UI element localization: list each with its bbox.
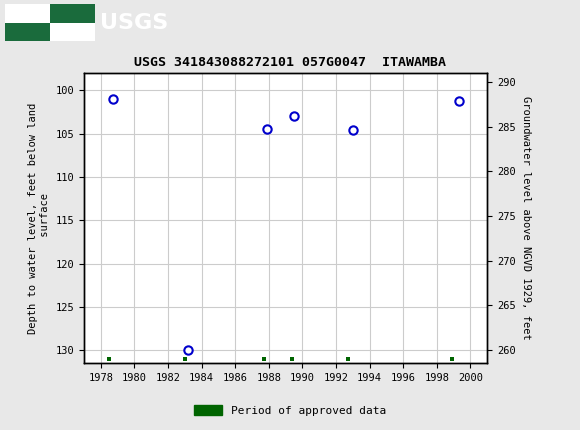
Y-axis label: Groundwater level above NGVD 1929, feet: Groundwater level above NGVD 1929, feet: [521, 96, 531, 340]
Bar: [49, 4, 95, 22]
Y-axis label: Depth to water level, feet below land
 surface: Depth to water level, feet below land su…: [28, 103, 50, 334]
Legend: Period of approved data: Period of approved data: [190, 401, 390, 420]
Bar: [5, 22, 49, 41]
Bar: [5, 4, 95, 41]
Text: USGS: USGS: [100, 12, 169, 33]
Text: USGS 341843088272101 057G0047  ITAWAMBA: USGS 341843088272101 057G0047 ITAWAMBA: [134, 56, 446, 69]
